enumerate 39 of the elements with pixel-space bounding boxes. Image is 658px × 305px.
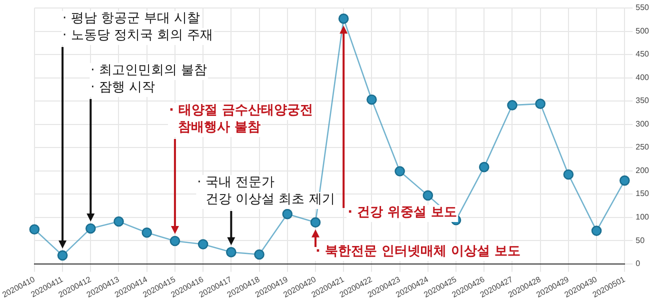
- y-tick-label: 300: [636, 119, 650, 128]
- point: [226, 247, 236, 258]
- annotation: · 평남 항공군 부대 시찰 · 노동당 정치국 회의 주재: [62, 10, 214, 43]
- y-tick-label: 550: [636, 3, 650, 12]
- point: [170, 236, 180, 246]
- point: [338, 14, 349, 24]
- point: [535, 98, 546, 109]
- point: [620, 175, 630, 186]
- y-tick-label: 400: [636, 72, 650, 82]
- point: [563, 169, 574, 180]
- point: [114, 216, 124, 227]
- point: [85, 223, 96, 234]
- annotation: · 건강 위중설 보도: [348, 204, 458, 220]
- point: [142, 228, 152, 238]
- annotation: · 북한전문 인터넷매체 이상설 보도: [315, 244, 521, 259]
- y-tick-label: 200: [636, 166, 650, 175]
- point: [422, 190, 434, 201]
- point: [310, 217, 321, 228]
- y-tick-label: 450: [636, 50, 650, 59]
- point: [57, 250, 68, 261]
- annotation: · 최고인민회의 불참 · 잠행 시작: [90, 62, 208, 95]
- y-tick-label: 0: [636, 259, 641, 268]
- point: [254, 249, 264, 260]
- y-tick-label: 150: [636, 189, 650, 198]
- point: [29, 224, 40, 235]
- point: [282, 208, 293, 220]
- point: [198, 239, 208, 250]
- point: [394, 166, 405, 176]
- point: [366, 94, 377, 105]
- annotation: · 국내 전문가 건강 이상설 최초 제기: [197, 174, 335, 207]
- y-tick-label: 350: [636, 96, 650, 106]
- point: [591, 226, 602, 236]
- y-tick-label: 250: [636, 142, 650, 152]
- y-tick-label: 500: [636, 26, 650, 36]
- point: [507, 100, 518, 110]
- point: [478, 162, 490, 172]
- y-tick-label: 100: [636, 212, 650, 222]
- annotation: · 태양절 금수산태양궁전 참배행사 불참: [168, 102, 313, 135]
- y-tick-label: 50: [636, 236, 646, 245]
